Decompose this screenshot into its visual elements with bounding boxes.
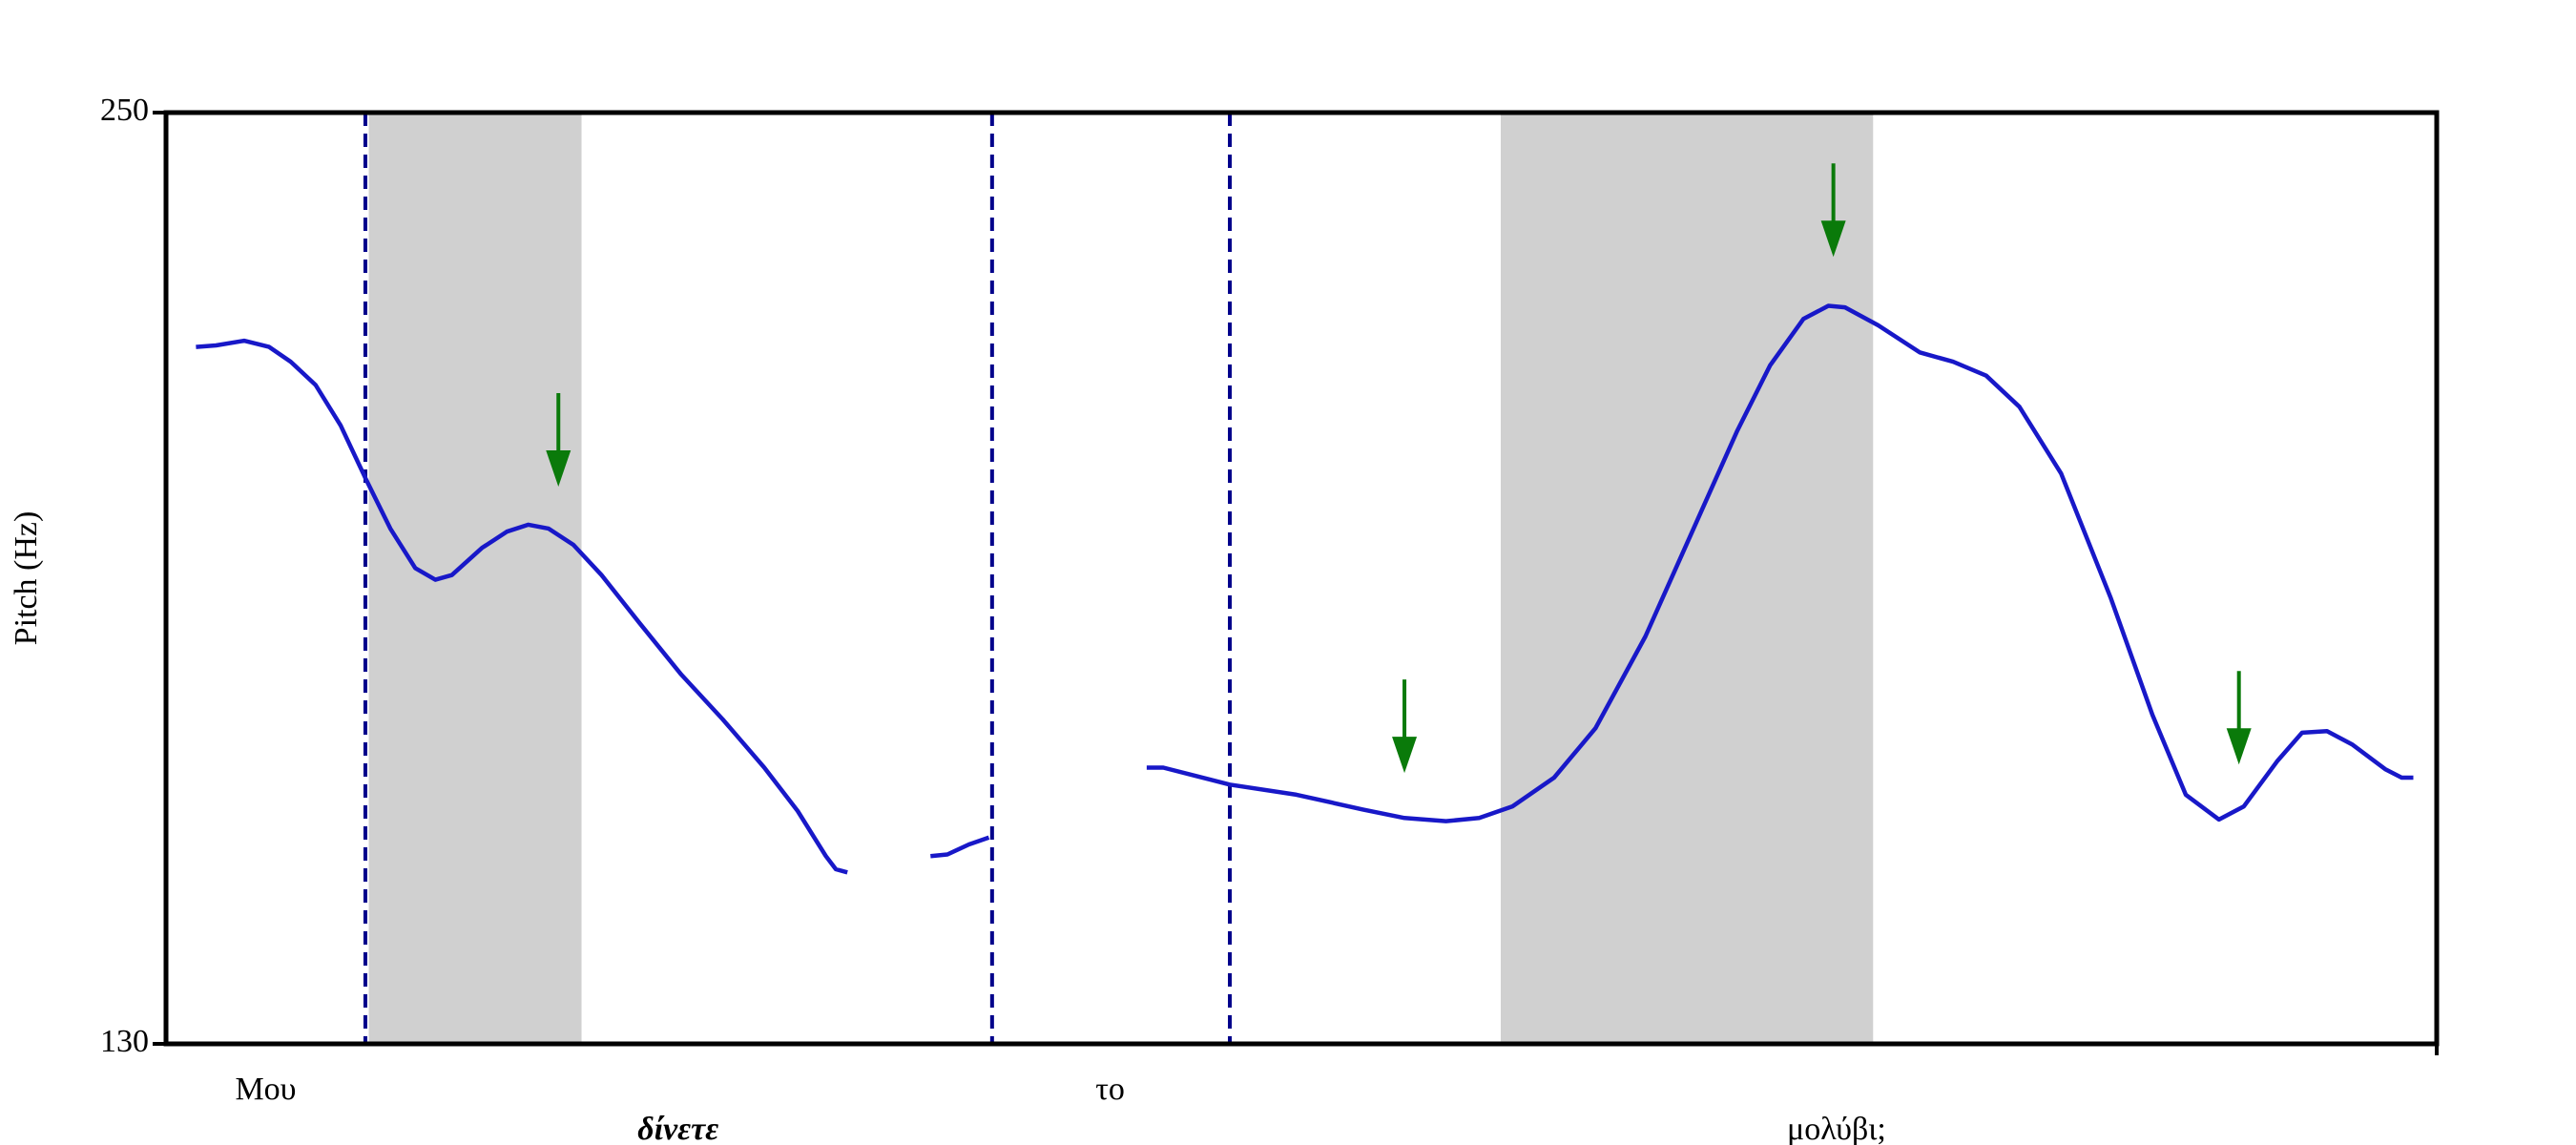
word-label: δίνετε — [637, 1112, 718, 1145]
shaded-region — [1500, 113, 1874, 1044]
arrow-part — [1392, 737, 1418, 774]
arrow-part — [1820, 220, 1846, 258]
word-label: το — [1095, 1072, 1125, 1107]
pitch-contour — [196, 303, 2414, 875]
arrow-part — [2226, 728, 2252, 765]
arrow-part — [546, 450, 571, 488]
y-axis-label: Pitch (Hz) — [9, 511, 44, 646]
pitch-arrow — [1392, 679, 1418, 774]
shaded-region — [368, 113, 582, 1044]
word-label: Μου — [235, 1072, 296, 1107]
plot-frame — [163, 110, 2440, 1047]
y-tick-label: 250 — [100, 93, 149, 128]
pitch-arrow — [1820, 163, 1846, 258]
y-tick-label: 130 — [100, 1024, 149, 1059]
pitch-arrow — [546, 393, 571, 488]
word-label: μολύβι; — [1787, 1112, 1886, 1145]
pitch-arrow — [2226, 671, 2252, 765]
